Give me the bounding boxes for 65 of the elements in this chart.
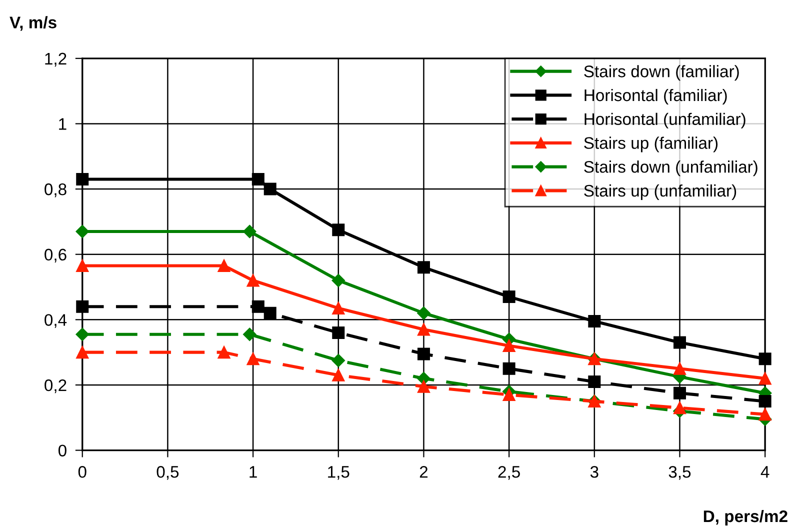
point [502,362,516,375]
y-tick-label: 0,8 [44,183,66,198]
legend-label: Stairs up (familiar) [584,136,718,152]
x-tick-label: 2 [420,466,428,478]
y-axis-title: V, m/s [10,16,56,31]
point [243,328,256,341]
point [588,375,601,388]
x-axis-title: D, pers/m2 [704,510,788,526]
point [218,260,230,272]
y-tick-label: 0,6 [44,248,66,263]
y-tick-label: 1,2 [45,52,66,67]
point [417,323,430,336]
point [758,395,772,408]
point [417,380,430,393]
x-tick-label: 3 [590,466,598,478]
point [76,300,89,313]
point [332,302,345,314]
point [246,352,260,366]
y-tick-label: 0,4 [44,314,67,328]
point [673,386,686,400]
x-tick-label: 1 [250,466,257,478]
point [502,388,516,402]
y-tick-label: 0,2 [44,379,66,394]
point [252,172,264,186]
point [332,368,345,382]
point [502,340,516,352]
point [502,290,516,304]
x-tick-label: 1,5 [328,466,350,480]
y-tick-label: 0 [58,444,66,456]
point [76,260,89,272]
point [264,182,276,196]
point [332,326,345,339]
point [417,348,430,360]
point [264,306,276,320]
point [417,306,430,320]
point [673,336,686,349]
legend-label: Stairs down (familiar) [584,65,739,81]
legend-label: Horisontal (familiar) [584,88,727,104]
point [243,224,256,238]
legend-label: Horisontal (unfamiliar) [584,112,746,128]
point [218,346,230,359]
x-tick-label: 4 [760,466,770,478]
point [332,224,345,236]
x-tick-label: 2,5 [498,466,520,480]
point [417,261,430,274]
legend-label: Stairs up (unfamiliar) [584,184,736,200]
point [76,224,89,238]
point [588,315,601,328]
point [758,372,772,385]
point [246,274,260,287]
x-tick-label: 0,5 [156,466,179,480]
point [758,408,772,421]
point [76,172,89,186]
y-tick-label: 1 [59,118,66,130]
point [673,362,686,375]
point [673,402,686,414]
point [252,300,264,313]
legend-label: Stairs down (unfamiliar) [584,160,758,176]
point [332,274,345,288]
point [76,328,89,341]
point [76,346,89,359]
x-tick-label: 0 [78,466,86,478]
x-tick-label: 3,5 [668,466,691,480]
point [332,354,345,368]
point [758,352,772,366]
